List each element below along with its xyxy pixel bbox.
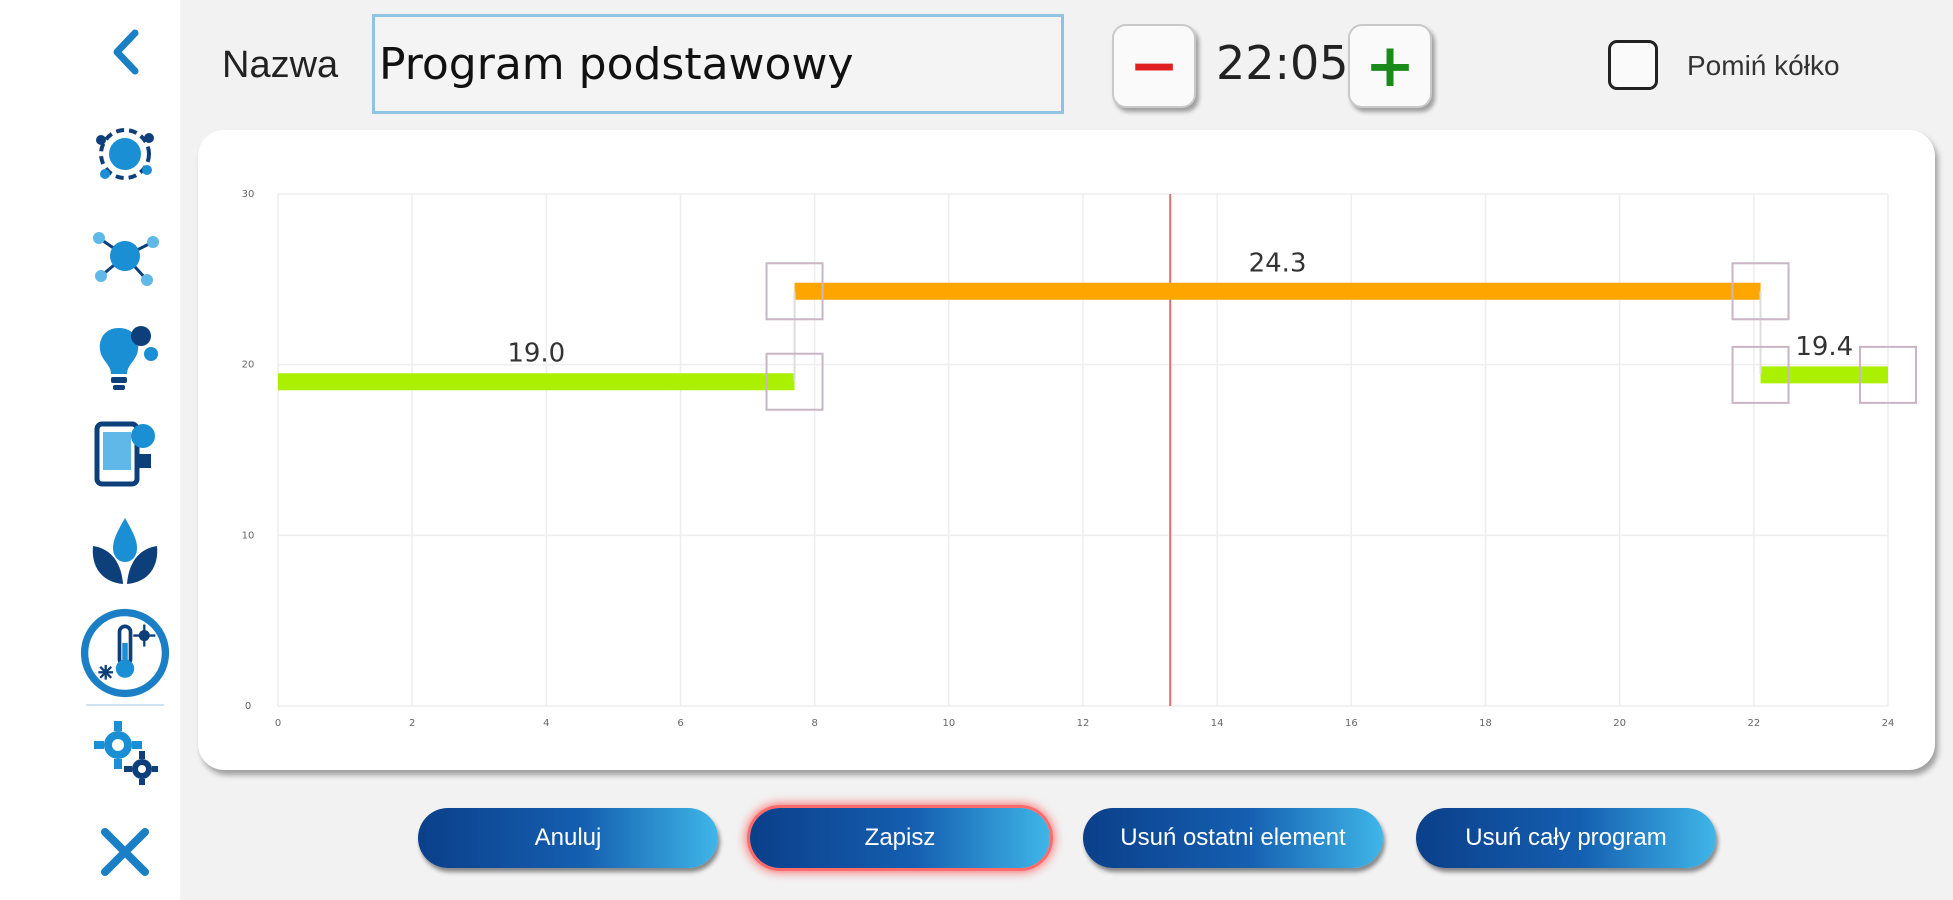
thermometer-climate-icon[interactable]: [80, 608, 170, 698]
x-tick-label: 16: [1345, 718, 1358, 729]
name-label: Nazwa: [222, 44, 339, 86]
lightbulb-icon[interactable]: [80, 318, 170, 398]
leaf-drop-icon[interactable]: [80, 512, 170, 592]
y-tick-label: 10: [242, 530, 255, 541]
sidebar-divider: [86, 704, 164, 706]
drag-handle: [1731, 262, 1790, 321]
x-tick-label: 18: [1479, 718, 1492, 729]
program-name-input[interactable]: [372, 14, 1064, 114]
drag-handle: [765, 352, 824, 411]
segment-value-label: 19.0: [507, 339, 565, 369]
x-tick-label: 22: [1747, 718, 1760, 729]
delete-whole-program-button[interactable]: Usuń cały program: [1416, 808, 1716, 868]
skip-circle-checkbox[interactable]: [1608, 40, 1658, 90]
x-tick-label: 10: [942, 718, 955, 729]
drag-handle: [1731, 345, 1790, 404]
water-circuit-icon[interactable]: [80, 114, 170, 194]
network-nodes-icon[interactable]: [80, 216, 170, 296]
time-increase-button[interactable]: +: [1348, 24, 1432, 108]
tablet-control-icon[interactable]: [80, 412, 170, 492]
drag-handle: [765, 262, 824, 321]
x-tick-label: 0: [275, 718, 281, 729]
y-tick-label: 30: [242, 189, 255, 200]
main-panel: Nazwa − 22:05 + Pomiń kółko 024681012141…: [180, 0, 1953, 900]
delete-last-element-button[interactable]: Usuń ostatni element: [1083, 808, 1383, 868]
segment-value-label: 24.3: [1249, 248, 1307, 278]
segment-value-label: 19.4: [1795, 332, 1853, 362]
save-button[interactable]: Zapisz: [750, 808, 1050, 868]
y-tick-label: 0: [245, 701, 251, 712]
x-tick-label: 12: [1077, 718, 1090, 729]
x-tick-label: 24: [1882, 718, 1895, 729]
y-tick-label: 20: [242, 360, 255, 371]
x-tick-label: 6: [677, 718, 683, 729]
time-value: 22:05: [1216, 36, 1349, 90]
sidebar: [0, 0, 180, 900]
time-decrease-button[interactable]: −: [1112, 24, 1196, 108]
cancel-button[interactable]: Anuluj: [418, 808, 718, 868]
x-tick-label: 20: [1613, 718, 1626, 729]
back-chevron-icon[interactable]: [80, 12, 170, 92]
x-tick-label: 4: [543, 718, 549, 729]
x-tick-label: 8: [811, 718, 817, 729]
x-tick-label: 14: [1211, 718, 1224, 729]
drag-handle: [1859, 345, 1917, 404]
close-x-icon[interactable]: [80, 812, 170, 892]
temperature-chart-card: 0 2 4 6 8 10 12 14 16 18 20 22 24 0 10 20 30 19.0 24.3 19.4: [198, 130, 1935, 770]
settings-gears-icon[interactable]: [80, 712, 170, 792]
x-tick-label: 2: [409, 718, 415, 729]
skip-circle-label: Pomiń kółko: [1687, 50, 1840, 81]
